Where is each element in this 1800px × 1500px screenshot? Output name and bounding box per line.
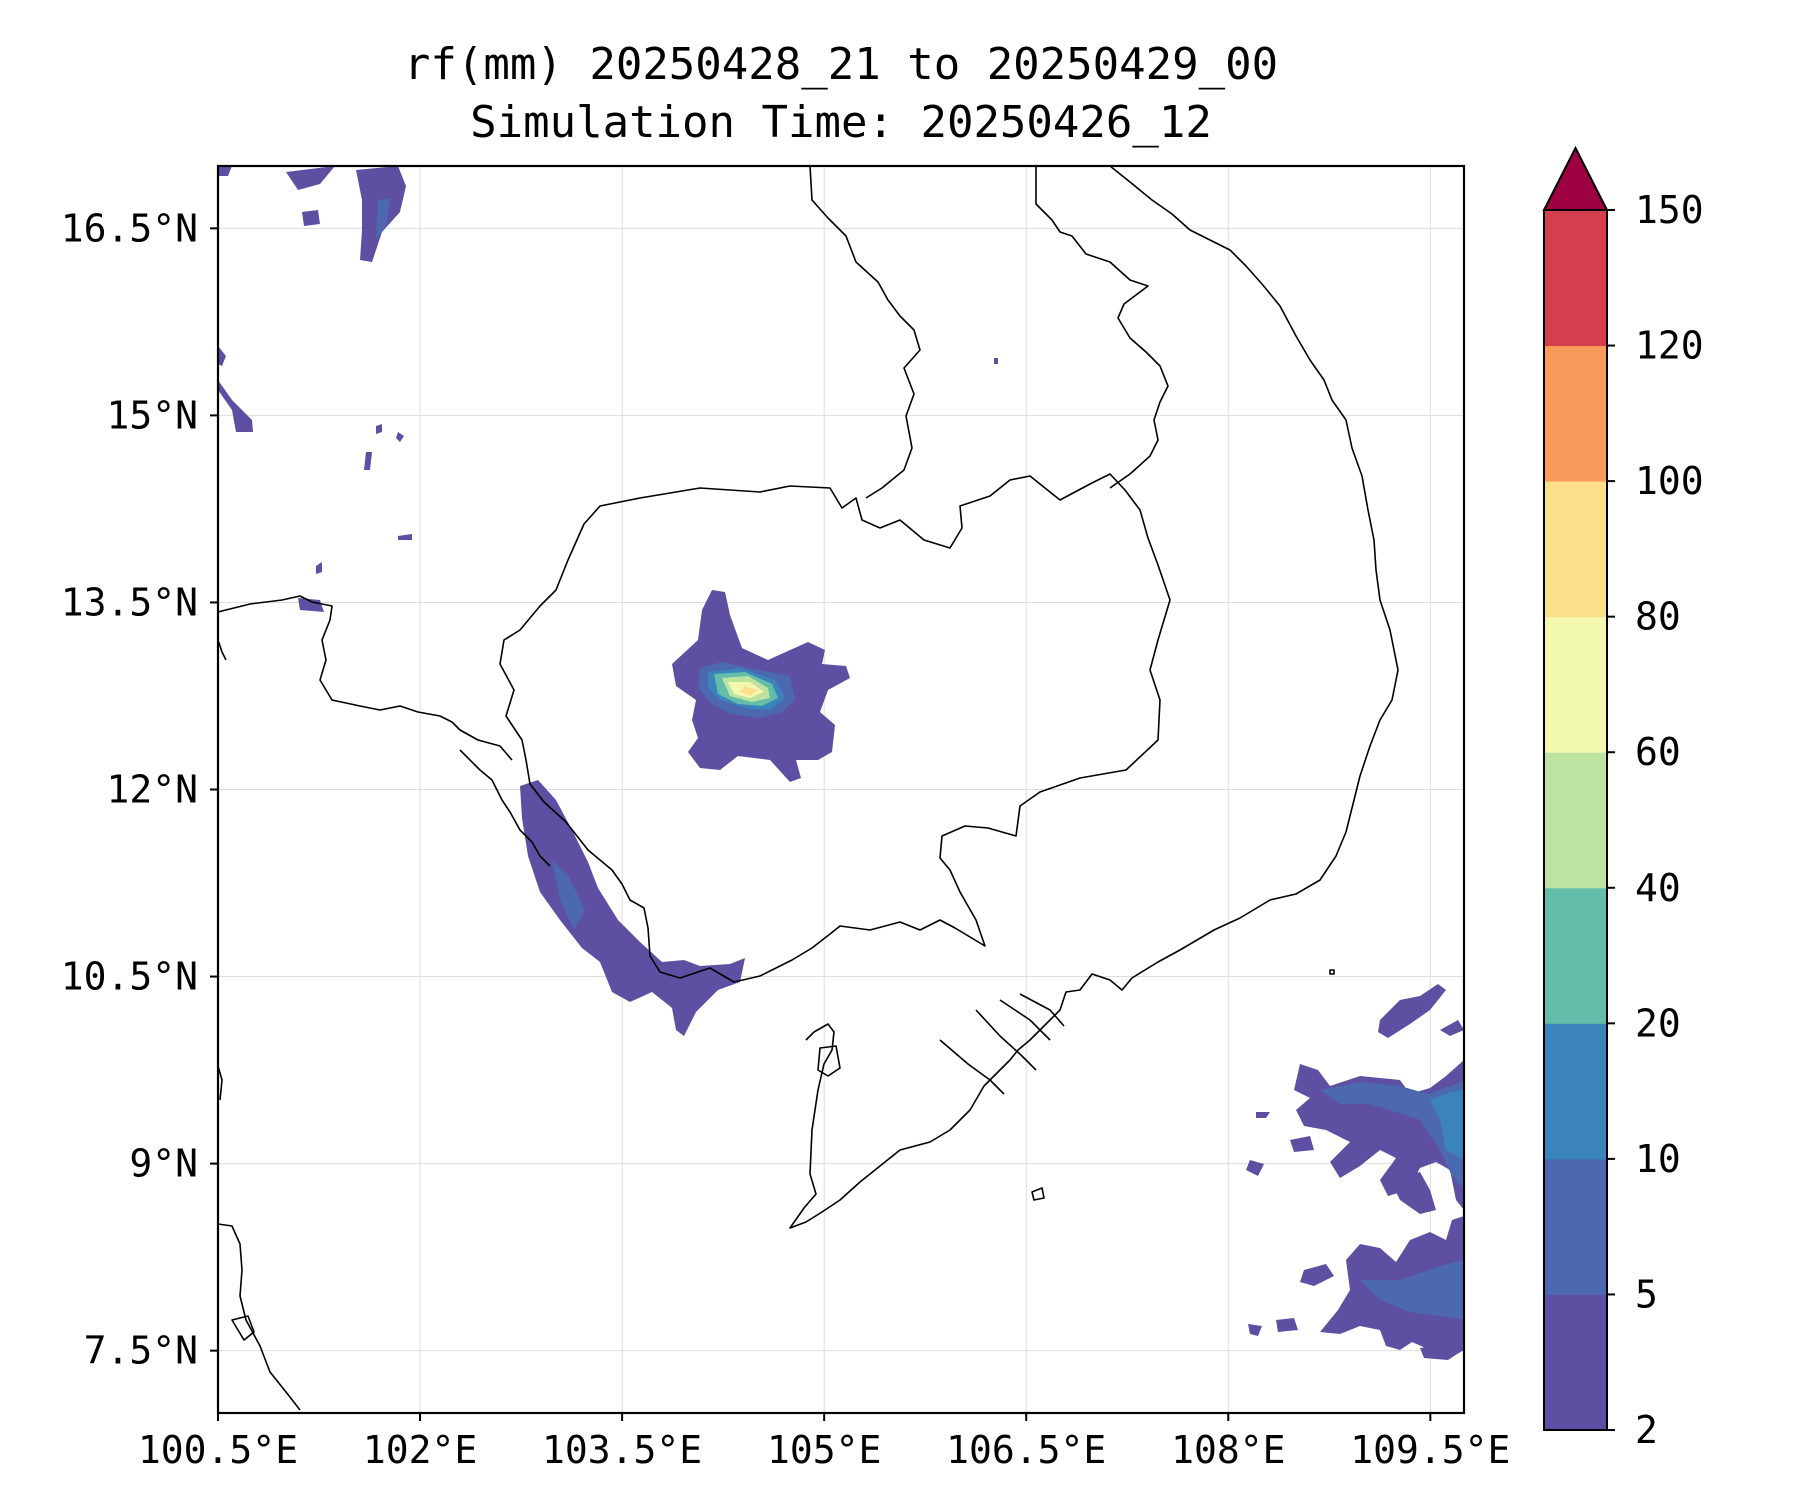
rain-area-southeast-1-core bbox=[1320, 1080, 1464, 1190]
rain-area-dot-4 bbox=[398, 534, 412, 540]
rain-area-southeast-2 bbox=[1378, 984, 1446, 1038]
colorbar-segment bbox=[1544, 1158, 1607, 1295]
lat-tick-label: 10.5°N bbox=[61, 955, 198, 999]
rain-area-southeast-13 bbox=[1248, 1324, 1262, 1336]
colorbar-tick-label: 10 bbox=[1635, 1137, 1681, 1181]
colorbar-tick-label: 80 bbox=[1635, 595, 1681, 639]
colorbar-segment bbox=[1544, 210, 1607, 347]
rain-area-southeast-11 bbox=[1410, 1240, 1432, 1262]
lat-tick-label: 15°N bbox=[106, 393, 198, 437]
lon-tick-label: 109.5°E bbox=[1350, 1428, 1510, 1472]
lat-tick-label: 7.5°N bbox=[84, 1329, 198, 1373]
lon-tick-label: 108°E bbox=[1171, 1428, 1285, 1472]
colorbar-frame bbox=[1543, 209, 1608, 1431]
colorbar: 2 5 10 20 40 60 80 100 120 150 bbox=[1542, 145, 1704, 1452]
rain-area-southeast-3 bbox=[1440, 1020, 1464, 1036]
colorbar-tick-label: 5 bbox=[1635, 1272, 1658, 1316]
colorbar-tick-label: 20 bbox=[1635, 1001, 1681, 1045]
rain-area-southeast-7 bbox=[1338, 1116, 1352, 1130]
myanmar-coast bbox=[218, 639, 227, 661]
rain-area-central-core6 bbox=[740, 686, 758, 696]
rain-area-southeast-6 bbox=[1290, 1136, 1314, 1152]
rain-area-southeast-1-core2 bbox=[1430, 1090, 1464, 1160]
rainfall-field bbox=[218, 166, 1464, 1360]
colorbar-segment bbox=[1544, 1294, 1607, 1431]
coastal-dot bbox=[1329, 969, 1335, 975]
cambodia-border bbox=[499, 473, 1171, 983]
gulf-coast-island-west bbox=[231, 1315, 255, 1341]
rain-area-southeast-5 bbox=[1246, 1160, 1264, 1176]
lat-tick-label: 12°N bbox=[106, 768, 198, 812]
map-axes: 100.5°E 102°E 103.5°E 105°E 106.5°E 108°E 109.… bbox=[61, 206, 1511, 1472]
colorbar-tick-label: 2 bbox=[1635, 1408, 1658, 1452]
colorbar-segment bbox=[1544, 345, 1607, 482]
gulf-coast-west bbox=[218, 1223, 301, 1411]
laos-vietnam-border bbox=[1035, 166, 1169, 489]
gridlines bbox=[217, 166, 1464, 1413]
rain-area-southeast-12 bbox=[1276, 1318, 1298, 1332]
rain-area-southeast-4 bbox=[1256, 1112, 1270, 1118]
rain-area-west-small bbox=[298, 598, 324, 612]
colorbar-tick-label: 60 bbox=[1635, 730, 1681, 774]
lon-tick-label: 100.5°E bbox=[138, 1428, 298, 1472]
con-dao-island bbox=[1031, 1187, 1045, 1201]
lon-tick-label: 105°E bbox=[767, 1428, 881, 1472]
rain-area-coast bbox=[520, 780, 745, 1036]
rain-area-coast-core bbox=[552, 860, 585, 930]
mekong-channel-4 bbox=[1019, 993, 1065, 1027]
rain-area-dot-2 bbox=[396, 432, 404, 442]
colorbar-tick-label: 40 bbox=[1635, 866, 1681, 910]
lon-tick-label: 106.5°E bbox=[946, 1428, 1106, 1472]
rain-area-dot-1 bbox=[376, 424, 382, 434]
rain-area-northwest-4 bbox=[218, 166, 232, 176]
map-title: rf(mm) 20250428_21 to 20250429_00 bbox=[403, 39, 1279, 90]
northwest-gulf-coast bbox=[459, 749, 551, 867]
colorbar-tick-label: 120 bbox=[1635, 324, 1704, 368]
lat-tick-label: 13.5°N bbox=[61, 580, 198, 624]
rain-area-northwest-3 bbox=[302, 210, 320, 226]
rain-area-dot-6 bbox=[994, 358, 998, 364]
thailand-myanmar-border bbox=[218, 595, 513, 761]
rain-area-southeast-10 bbox=[1300, 1264, 1334, 1286]
colorbar-segment bbox=[1544, 616, 1607, 753]
colorbar-segment bbox=[1544, 752, 1607, 889]
rain-area-west-edge-2 bbox=[218, 346, 226, 366]
colorbar-segment bbox=[1544, 481, 1607, 618]
rain-area-southeast-8 bbox=[1390, 1172, 1436, 1214]
map-subtitle: Simulation Time: 20250426_12 bbox=[470, 97, 1212, 148]
colorbar-tick-label: 150 bbox=[1635, 188, 1704, 232]
borders bbox=[218, 166, 1399, 1411]
rain-area-west-edge bbox=[218, 380, 253, 432]
rain-area-dot-3 bbox=[364, 452, 372, 470]
vietnam-coast bbox=[789, 166, 1399, 1229]
mekong-channel-1 bbox=[939, 1039, 1005, 1095]
rain-area-dot-5 bbox=[316, 562, 322, 574]
gulf-coast-west-2 bbox=[218, 1065, 223, 1101]
lat-tick-label: 16.5°N bbox=[61, 206, 198, 250]
colorbar-segment bbox=[1544, 887, 1607, 1024]
rain-area-northwest-1-core bbox=[376, 198, 390, 240]
lon-tick-label: 102°E bbox=[363, 1428, 477, 1472]
rain-area-southeast-14 bbox=[1420, 1344, 1460, 1360]
rain-area-southeast-9-core bbox=[1360, 1260, 1464, 1320]
mekong-channel-3 bbox=[999, 999, 1051, 1041]
phu-quoc-island bbox=[817, 1045, 841, 1077]
colorbar-tick-label: 100 bbox=[1635, 459, 1704, 503]
rain-area-northwest-2 bbox=[286, 166, 335, 190]
thailand-laos-border bbox=[809, 166, 921, 499]
lon-tick-label: 103.5°E bbox=[542, 1428, 702, 1472]
colorbar-segment bbox=[1544, 1023, 1607, 1160]
colorbar-extend-arrow bbox=[1542, 145, 1609, 211]
mekong-channel-2 bbox=[975, 1009, 1037, 1071]
lat-tick-label: 9°N bbox=[129, 1142, 198, 1186]
